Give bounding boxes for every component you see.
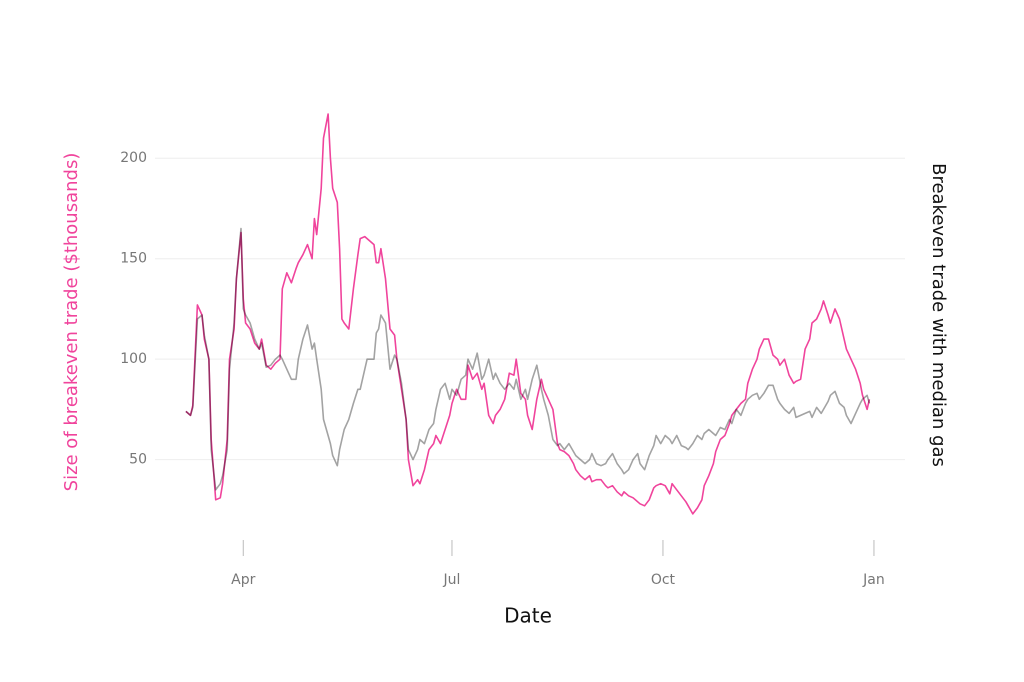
y-tick-label: 50 — [129, 452, 147, 468]
y-tick-label: 200 — [120, 150, 147, 166]
line-series — [185, 113, 871, 515]
y2-axis-title: Breakeven trade with median gas — [928, 163, 949, 467]
y-axis-title: Size of breakeven trade ($thousands) — [61, 153, 82, 492]
x-tick-label: Oct — [651, 572, 676, 588]
y-tick-label: 100 — [120, 351, 147, 367]
x-axis-title: Date — [504, 604, 552, 628]
y-tick-label: 150 — [120, 251, 147, 267]
x-tick-label: Apr — [231, 572, 255, 588]
x-tick-label: Jan — [862, 572, 885, 588]
x-tick-label: Jul — [443, 572, 461, 588]
line-series — [185, 227, 871, 491]
